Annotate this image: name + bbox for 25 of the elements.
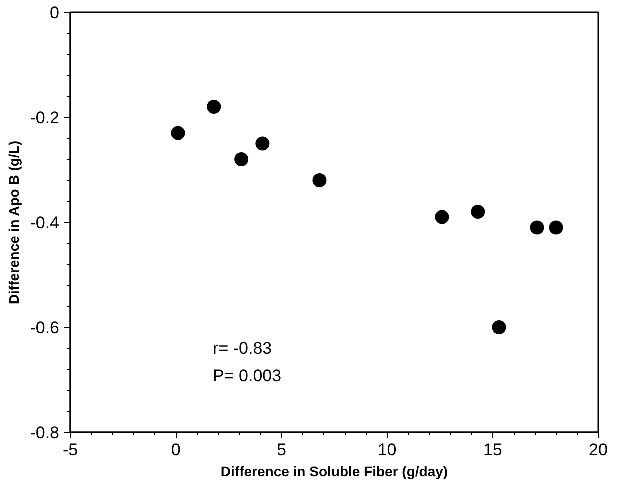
annotation: r= -0.83 (213, 339, 272, 358)
x-tick-label: 0 (171, 440, 181, 460)
x-tick-label: 5 (276, 440, 286, 460)
y-tick-label: -0.2 (30, 108, 60, 128)
x-tick-label: -5 (62, 440, 78, 460)
y-tick-label: -0.4 (30, 214, 60, 232)
point (435, 210, 450, 224)
x-tick-label: 20 (589, 440, 608, 460)
annotation: P= 0.003 (213, 366, 282, 386)
point (312, 174, 327, 188)
y-axis-title: Difference in Apo B (g/L) (6, 140, 22, 305)
point (530, 220, 544, 235)
y-tick-label: -0.6 (30, 318, 60, 338)
point (256, 136, 270, 151)
x-tick-label: 10 (378, 440, 397, 460)
point (171, 126, 186, 140)
y-tick-label: 0 (50, 4, 60, 22)
y-tick-label: -0.8 (30, 424, 60, 442)
point (234, 152, 249, 166)
x-axis-title: Difference in Soluble Fiber (g/day) (220, 464, 448, 480)
point (549, 220, 564, 235)
x-tick-label: 15 (483, 440, 502, 460)
point (471, 205, 486, 219)
point (492, 320, 506, 334)
point (207, 100, 222, 114)
